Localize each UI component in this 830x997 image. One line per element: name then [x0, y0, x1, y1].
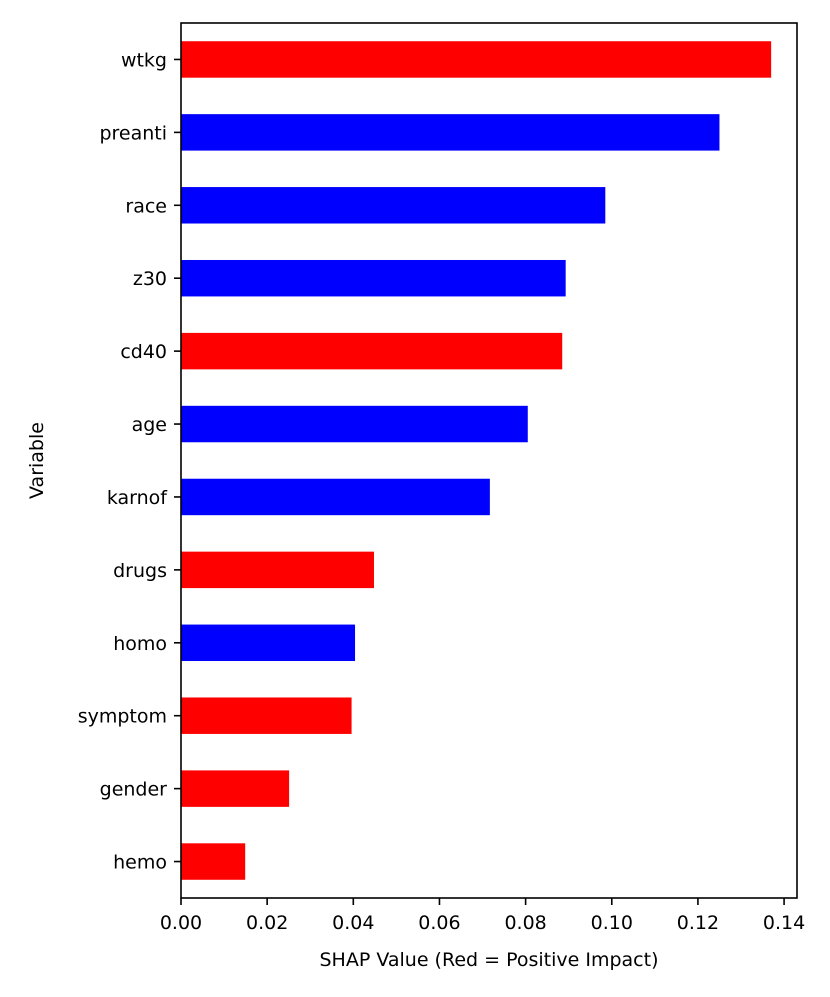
x-tick-label: 0.04	[332, 912, 374, 934]
y-tick-label: hemo	[113, 852, 167, 874]
bar-wtkg	[181, 41, 772, 78]
bar-gender	[181, 770, 290, 807]
bars-layer	[181, 41, 772, 880]
y-axis-title: Variable	[26, 422, 48, 499]
plot-frame	[180, 22, 798, 899]
y-tick-label: age	[132, 414, 167, 436]
y-tick-label: race	[125, 195, 167, 217]
x-axis-ticks: 0.00 0.02 0.04 0.06 0.08 0.10 0.12 0.14	[160, 898, 805, 934]
y-tick-label: karnof	[107, 487, 168, 509]
x-axis-title: SHAP Value (Red = Positive Impact)	[320, 949, 659, 971]
bar-drugs	[181, 551, 374, 589]
x-tick-label: 0.00	[160, 912, 202, 934]
y-tick-label: z30	[133, 268, 167, 290]
bar-cd40	[181, 332, 563, 370]
bar-karnof	[181, 478, 490, 516]
y-axis-ticks: wtkg preanti race z30 cd40 age karnof drugs homo…	[78, 49, 181, 874]
bar-race	[181, 187, 606, 224]
y-tick-label: drugs	[113, 560, 167, 582]
bar-homo	[181, 624, 356, 662]
x-tick-label: 0.14	[763, 912, 805, 934]
bar-z30	[181, 259, 566, 297]
y-tick-label: wtkg	[121, 49, 167, 71]
y-tick-label: gender	[100, 779, 168, 801]
y-tick-label: cd40	[120, 341, 167, 363]
bar-preanti	[181, 114, 720, 151]
bar-hemo	[181, 843, 246, 880]
y-tick-label: homo	[113, 633, 167, 655]
y-tick-label: preanti	[99, 122, 167, 144]
x-tick-label: 0.10	[591, 912, 633, 934]
x-tick-label: 0.12	[677, 912, 719, 934]
x-tick-label: 0.02	[246, 912, 288, 934]
bar-symptom	[181, 697, 352, 734]
x-tick-label: 0.06	[418, 912, 460, 934]
bar-age	[181, 405, 528, 443]
y-tick-label: symptom	[78, 706, 167, 728]
x-tick-label: 0.08	[504, 912, 546, 934]
